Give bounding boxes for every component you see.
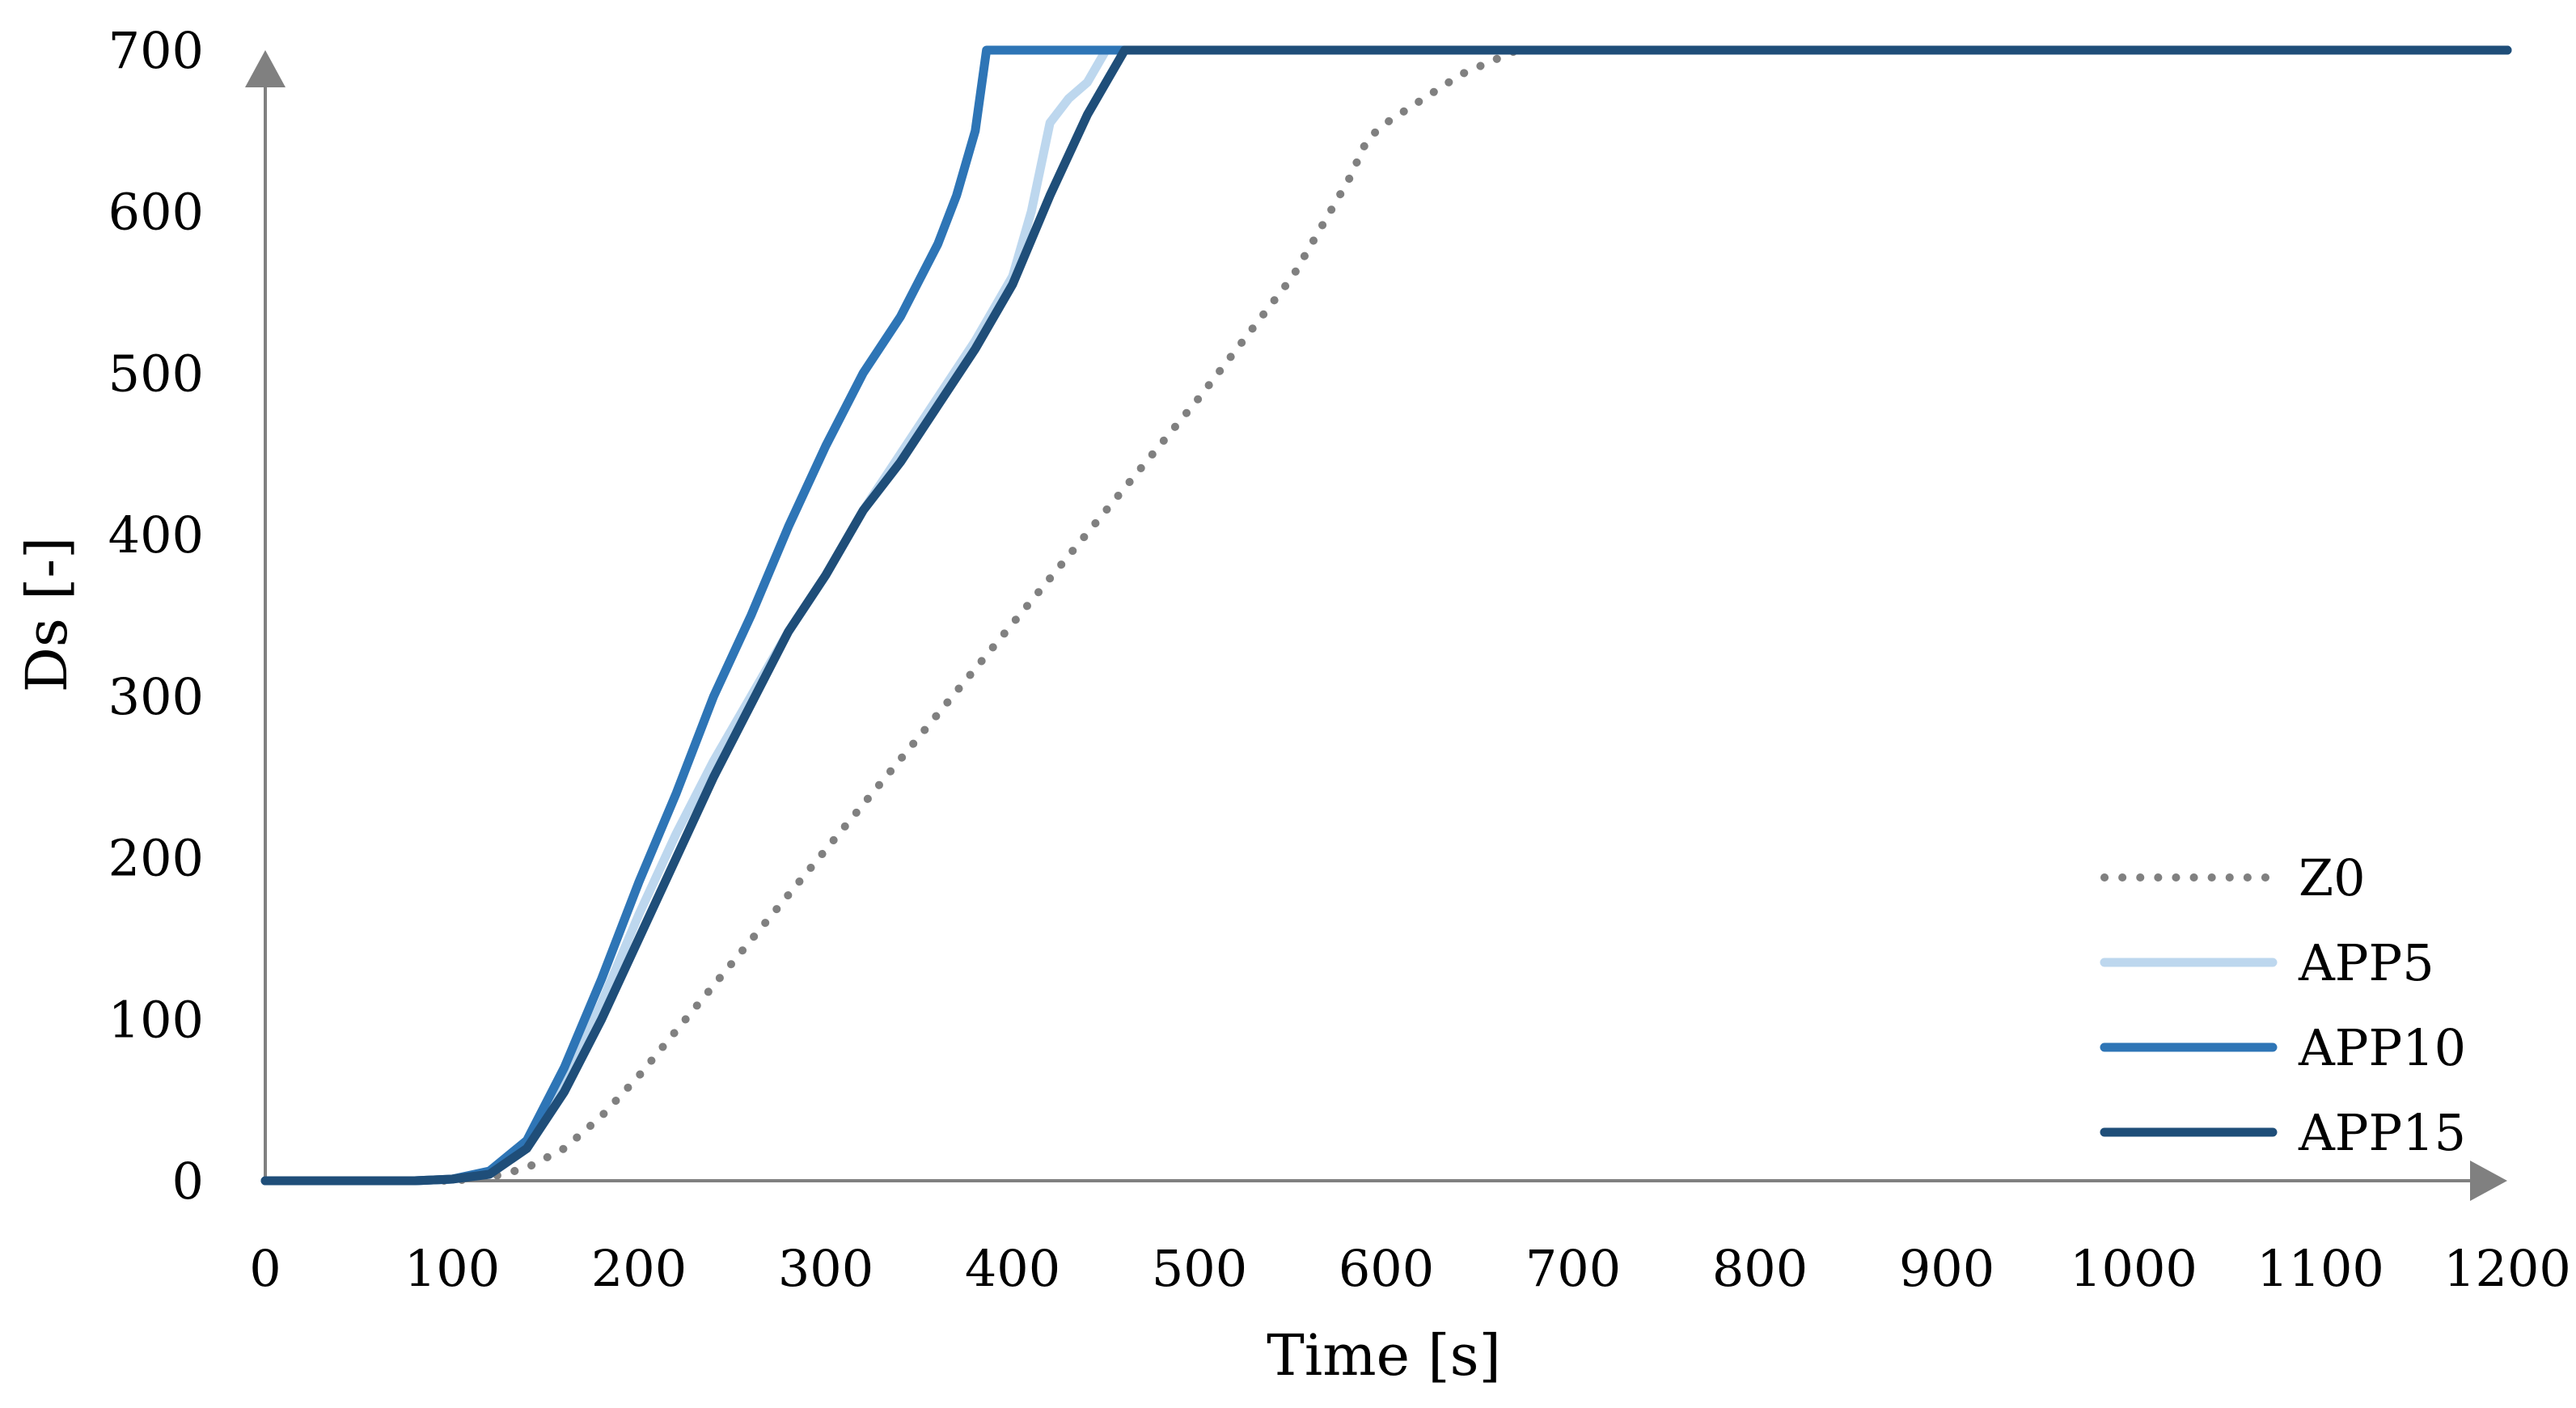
x-tick-label: 200 [591,1239,687,1298]
x-tick-label: 1000 [2070,1239,2197,1298]
x-tick-label: 600 [1339,1239,1434,1298]
x-tick-label: 400 [965,1239,1060,1298]
legend-label-app15: APP15 [2298,1103,2466,1162]
x-tick-label: 800 [1712,1239,1808,1298]
x-tick-label: 300 [778,1239,873,1298]
y-tick-label: 500 [108,344,204,403]
y-axis-title: Ds [-] [14,537,80,693]
y-tick-labels: 0 100 200 300 400 500 600 700 [108,21,204,1211]
x-axis-title: Time [s] [1267,1322,1501,1389]
x-tick-label: 500 [1152,1239,1247,1298]
x-tick-label: 0 [249,1239,281,1298]
x-axis-arrow [2470,1161,2507,1201]
x-tick-label: 1100 [2257,1239,2384,1298]
y-tick-label: 300 [108,667,204,726]
y-tick-label: 400 [108,505,204,564]
series-layer [260,45,2512,1186]
y-tick-label: 0 [172,1152,204,1211]
y-axis-arrow [245,50,286,87]
x-tick-label: 700 [1525,1239,1621,1298]
legend-label-z0: Z0 [2299,848,2366,907]
series-line-app15 [260,45,2512,1186]
y-tick-label: 100 [108,990,204,1049]
y-tick-label: 600 [108,183,204,242]
x-tick-label: 1200 [2443,1239,2571,1298]
legend-label-app10: APP10 [2298,1018,2466,1077]
y-tick-label: 200 [108,829,204,888]
x-tick-labels: 0 100 200 300 400 500 600 700 800 900 1000 1100 1200 [249,1239,2571,1298]
x-tick-label: 100 [404,1239,500,1298]
y-tick-label: 700 [108,21,204,80]
legend-label-app5: APP5 [2298,933,2434,992]
x-tick-label: 900 [1899,1239,1994,1298]
legend: Z0 APP5 APP10 APP15 [2100,848,2466,1162]
series-line-z0 [261,46,2511,1185]
